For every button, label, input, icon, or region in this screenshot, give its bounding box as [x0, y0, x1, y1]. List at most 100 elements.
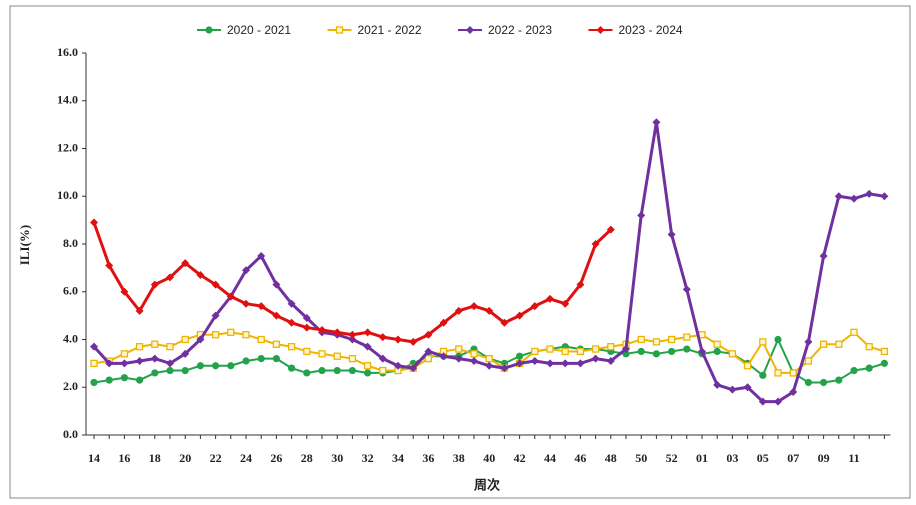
marker [318, 325, 326, 334]
x-tick-label: 36 [422, 451, 434, 465]
marker [485, 361, 494, 370]
x-tick-label: 26 [270, 451, 282, 465]
marker [135, 306, 144, 315]
marker [333, 328, 342, 337]
marker [181, 366, 189, 375]
marker [516, 352, 524, 360]
marker [850, 328, 858, 336]
marker [804, 337, 813, 346]
marker [682, 285, 691, 294]
marker [728, 385, 737, 394]
marker [318, 366, 326, 375]
marker [287, 299, 296, 308]
marker [804, 378, 813, 387]
marker [181, 335, 189, 344]
marker [637, 347, 645, 356]
marker [667, 230, 676, 239]
marker [196, 362, 204, 370]
marker [166, 359, 174, 368]
legend-label: 2022 - 2023 [488, 23, 552, 37]
marker [713, 380, 722, 389]
marker [105, 359, 114, 368]
marker [531, 347, 539, 356]
y-tick-label: 0.0 [63, 427, 78, 441]
marker [409, 337, 418, 346]
marker [850, 194, 858, 203]
marker [90, 342, 98, 351]
marker [364, 369, 372, 377]
marker [303, 347, 311, 356]
y-tick-label: 16.0 [57, 45, 78, 59]
y-tick-label: 2.0 [63, 379, 78, 393]
marker [439, 352, 448, 361]
marker [466, 26, 474, 34]
marker [302, 314, 311, 323]
marker [470, 302, 478, 311]
x-tick-label: 07 [787, 451, 799, 465]
marker [257, 355, 265, 363]
marker [713, 340, 721, 348]
marker [637, 335, 645, 344]
marker [652, 338, 661, 346]
marker [150, 354, 159, 363]
marker [606, 225, 615, 234]
marker [242, 331, 250, 339]
x-tick-label: 22 [210, 451, 222, 465]
y-tick-label: 4.0 [63, 331, 78, 345]
marker [287, 343, 296, 351]
marker [424, 347, 433, 356]
marker [136, 376, 144, 384]
marker [272, 340, 281, 348]
marker [150, 280, 159, 289]
marker [758, 397, 767, 406]
marker [272, 280, 281, 289]
x-tick-label: 14 [88, 451, 100, 465]
marker [120, 350, 129, 358]
x-tick-label: 42 [514, 451, 526, 465]
marker [379, 366, 387, 375]
marker [135, 356, 144, 365]
marker [865, 364, 873, 372]
marker [698, 347, 706, 356]
marker [90, 359, 98, 368]
marker [759, 338, 767, 346]
marker [288, 364, 296, 372]
marker [606, 356, 615, 365]
marker [515, 359, 524, 368]
marker [181, 259, 190, 268]
marker [272, 311, 281, 320]
marker [120, 287, 129, 296]
marker [591, 240, 600, 248]
marker [596, 26, 605, 34]
marker [470, 350, 478, 358]
marker [211, 311, 220, 320]
marker [120, 359, 129, 368]
marker [333, 366, 341, 375]
x-tick-label: 44 [544, 451, 556, 465]
marker [302, 323, 311, 332]
marker [363, 362, 372, 370]
marker [363, 328, 372, 337]
marker [835, 376, 843, 384]
x-axis-title: 周次 [474, 478, 500, 494]
marker [819, 340, 828, 348]
marker [348, 366, 356, 375]
marker [454, 306, 463, 315]
marker [774, 335, 782, 344]
marker [394, 335, 402, 344]
marker [667, 335, 676, 344]
marker [500, 364, 509, 373]
marker [257, 335, 265, 344]
legend-label: 2023 - 2024 [619, 23, 683, 37]
y-tick-label: 10.0 [57, 188, 78, 202]
marker [683, 333, 691, 341]
marker [591, 345, 600, 353]
x-tick-label: 32 [362, 451, 374, 465]
marker [561, 347, 569, 356]
marker [576, 347, 585, 356]
marker [759, 371, 767, 379]
marker [335, 26, 344, 34]
marker [378, 354, 387, 363]
marker [880, 347, 889, 356]
